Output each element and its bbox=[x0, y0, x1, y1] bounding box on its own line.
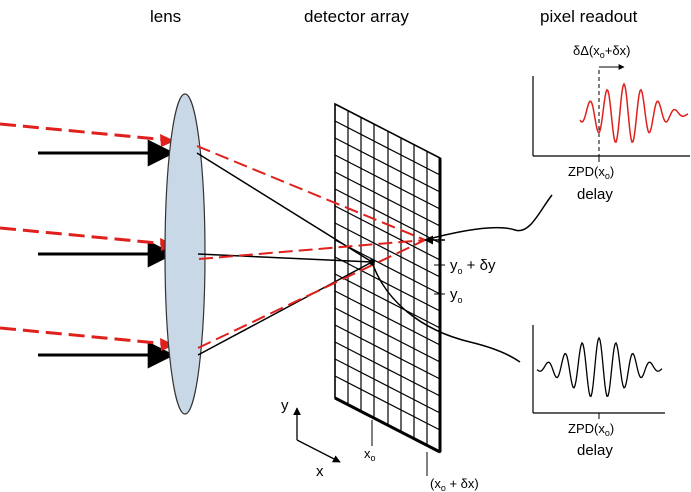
label-delay-bottom: delay bbox=[577, 442, 613, 459]
connector-top-readout bbox=[424, 194, 553, 241]
focused-rays-black bbox=[196, 152, 373, 356]
incoming-rays-black bbox=[38, 139, 175, 369]
label-x0-plus-dx: (xo + δx) bbox=[430, 476, 479, 492]
label-y0-plus-dy: yo + δy bbox=[450, 257, 496, 276]
label-zpd-bottom: ZPD(xo) bbox=[568, 421, 614, 438]
axes-indicator: y x bbox=[281, 397, 341, 480]
heading-lens: lens bbox=[150, 7, 181, 26]
axis-y-label: y bbox=[281, 397, 289, 414]
label-zpd-top: ZPD(xo) bbox=[568, 164, 614, 181]
label-x0: xo bbox=[364, 446, 376, 463]
incoming-red-ray-bottom bbox=[0, 326, 169, 346]
connector-bottom-readout bbox=[371, 261, 521, 363]
readout-bottom: ZPD(xo) delay bbox=[532, 325, 665, 459]
red-arrowhead-top bbox=[160, 134, 175, 147]
label-delay-top: delay bbox=[577, 186, 613, 203]
incoming-red-ray-middle bbox=[0, 226, 169, 246]
incoming-rays-red bbox=[0, 122, 175, 351]
focused-rays-red bbox=[196, 145, 426, 349]
incoming-red-ray-top bbox=[0, 122, 169, 142]
heading-pixel-readout: pixel readout bbox=[540, 7, 638, 26]
readout-top: δΔ(xo+δx) ZPD(xo) delay bbox=[532, 43, 690, 203]
label-delta-delay: δΔ(xo+δx) bbox=[573, 43, 630, 60]
detector-array-grid bbox=[334, 102, 442, 454]
heading-detector-array: detector array bbox=[304, 7, 409, 26]
interferogram-shifted bbox=[579, 82, 689, 144]
label-y0: yo bbox=[450, 286, 463, 305]
interferogram-centered bbox=[536, 336, 663, 398]
axis-x-label: x bbox=[316, 463, 324, 480]
red-arrowhead-bottom bbox=[160, 338, 175, 351]
